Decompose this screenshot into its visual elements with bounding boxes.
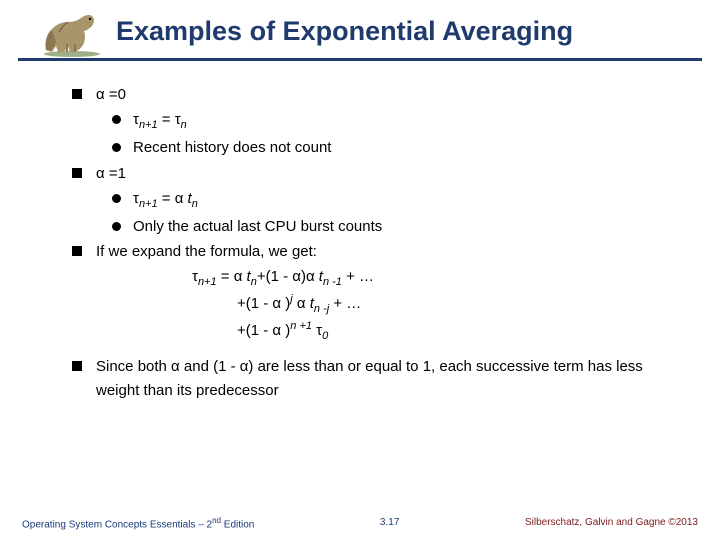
sub-bullet-tau-eq: τn+1 = τn [112, 108, 680, 134]
sub-bullet-only-actual: Only the actual last CPU burst counts [112, 215, 680, 238]
bullet-text: τn+1 = τn [133, 108, 187, 134]
bullet-alpha-1: α =1 [72, 162, 680, 185]
bullet-expand-formula: If we expand the formula, we get: [72, 240, 680, 263]
bullet-since-both: Since both α and (1 - α) are less than o… [72, 355, 680, 402]
bullet-text: τn+1 = α tn [133, 187, 198, 213]
dot-bullet-icon [112, 143, 121, 152]
sub-bullet-tau-alpha-t: τn+1 = α tn [112, 187, 680, 213]
bullet-text: α =0 [96, 83, 126, 106]
dot-bullet-icon [112, 222, 121, 231]
slide-content: α =0 τn+1 = τn Recent history does not c… [0, 61, 720, 402]
sub-bullet-recent-history: Recent history does not count [112, 136, 680, 159]
bullet-text: Only the actual last CPU burst counts [133, 215, 382, 238]
footer-left: Operating System Concepts Essentials – 2… [22, 516, 254, 530]
formula-line-1: τn+1 = α tn+(1 - α)α tn -1 + … [192, 265, 680, 291]
square-bullet-icon [72, 89, 82, 99]
bullet-text: α =1 [96, 162, 126, 185]
square-bullet-icon [72, 361, 82, 371]
formula-line-2: +(1 - α )j α tn -j + … [237, 291, 680, 318]
dot-bullet-icon [112, 115, 121, 124]
square-bullet-icon [72, 246, 82, 256]
square-bullet-icon [72, 168, 82, 178]
bullet-alpha-0: α =0 [72, 83, 680, 106]
slide-title: Examples of Exponential Averaging [116, 16, 573, 51]
footer-copyright: Silberschatz, Galvin and Gagne ©2013 [525, 517, 698, 528]
bullet-text: Since both α and (1 - α) are less than o… [96, 355, 656, 402]
bullet-text: If we expand the formula, we get: [96, 240, 317, 263]
dot-bullet-icon [112, 194, 121, 203]
formula-line-3: +(1 - α )n +1 τ0 [237, 318, 680, 345]
slide-header: Examples of Exponential Averaging [18, 0, 702, 61]
bullet-text: Recent history does not count [133, 136, 331, 159]
footer-page-number: 3.17 [380, 517, 399, 528]
slide-footer: Operating System Concepts Essentials – 2… [0, 516, 720, 530]
dinosaur-icon [36, 8, 108, 58]
